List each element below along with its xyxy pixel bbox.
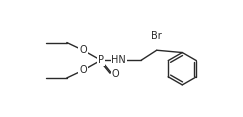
- Text: O: O: [112, 69, 120, 79]
- Text: HN: HN: [111, 55, 126, 65]
- Text: O: O: [79, 45, 87, 55]
- Text: P: P: [98, 55, 104, 65]
- Text: O: O: [79, 65, 87, 75]
- Text: Br: Br: [151, 31, 162, 41]
